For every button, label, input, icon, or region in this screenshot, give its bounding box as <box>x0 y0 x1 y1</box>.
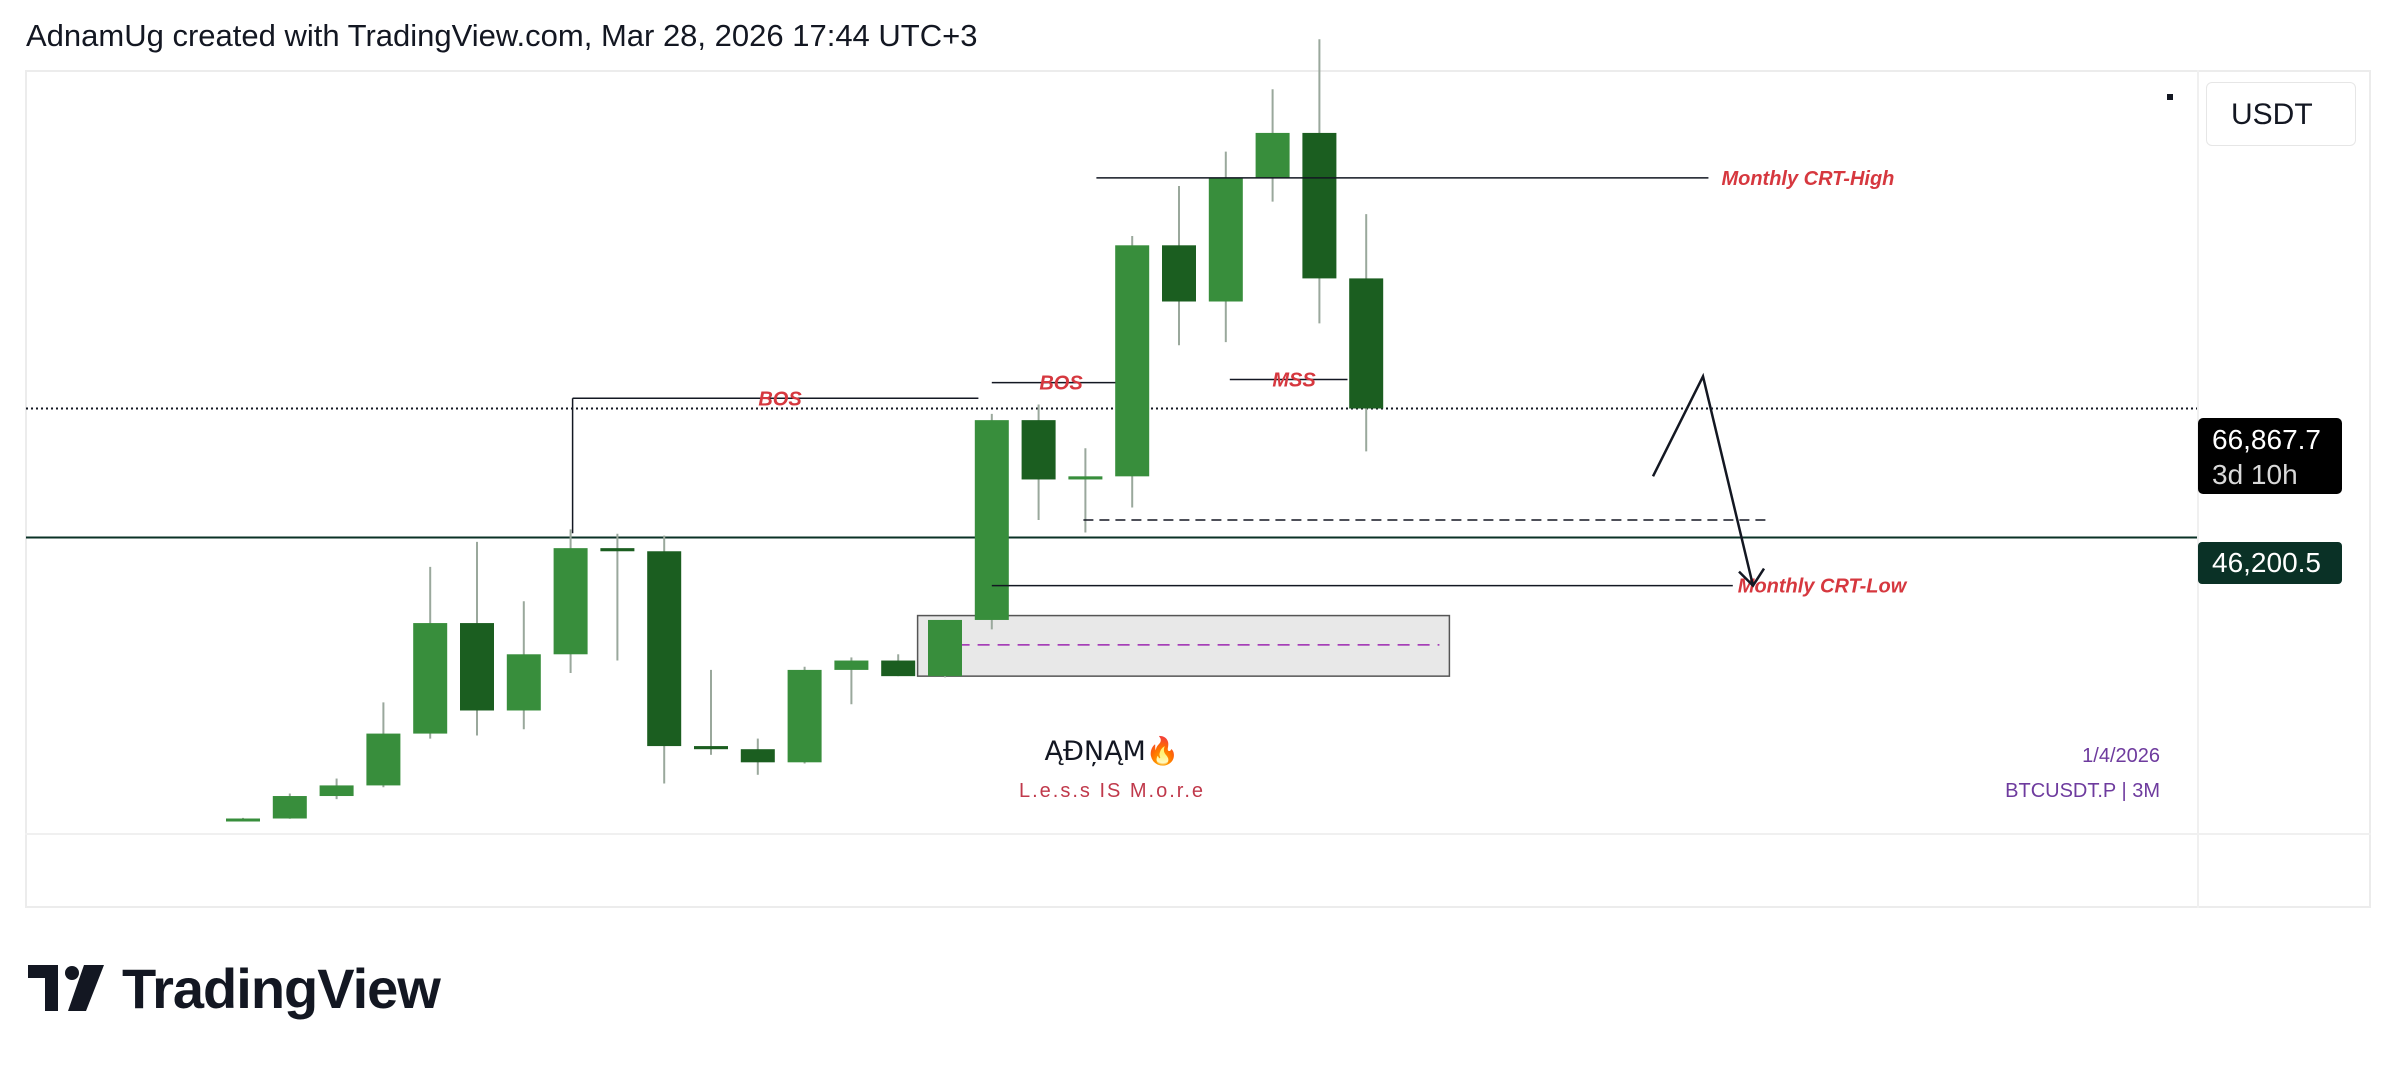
candle-body <box>694 746 728 750</box>
candle-body <box>1068 476 1103 480</box>
candle <box>928 619 962 678</box>
chart-attribution: AdnamUg created with TradingView.com, Ma… <box>26 18 978 53</box>
candle-body <box>740 749 775 763</box>
candle <box>600 533 635 661</box>
candle <box>694 669 728 755</box>
candle-body <box>1349 278 1384 409</box>
candle <box>834 657 869 705</box>
level-price-label: 46,200.5 <box>2198 542 2342 584</box>
candle-body <box>226 818 260 822</box>
candle-body <box>1255 132 1290 178</box>
annotations: Monthly CRT-High Monthly CRT-Low BOS BOS MSS <box>571 168 1908 598</box>
current-price-value: 66,867.7 <box>2212 424 2321 455</box>
bos-2-label: BOS <box>1039 373 1083 395</box>
candle <box>506 601 541 730</box>
current-price-label: 66,867.7 3d 10h <box>2198 418 2342 494</box>
candle-body <box>506 654 541 711</box>
currency-selector[interactable]: USDT <box>2206 82 2356 146</box>
chart-menu-dot[interactable] <box>2167 94 2173 100</box>
candle-body <box>647 551 682 747</box>
candle-body <box>928 619 962 677</box>
projection-arrowhead <box>1738 567 1766 588</box>
bar-countdown: 3d 10h <box>2212 459 2298 490</box>
time-axis-separator <box>25 833 2371 835</box>
tradingview-wordmark: TradingView <box>122 956 441 1020</box>
tradingview-logo-icon <box>28 965 104 1011</box>
candle-body <box>1302 132 1337 279</box>
candle <box>647 535 682 784</box>
candle-body <box>974 420 1009 620</box>
candle <box>740 738 775 775</box>
candle <box>460 541 494 736</box>
candle-body <box>1162 245 1196 302</box>
candles <box>226 39 1384 822</box>
candle <box>319 778 354 800</box>
candle-body <box>460 623 494 711</box>
watermark-symbol: BTCUSDT.P | 3M <box>2005 780 2160 802</box>
watermark-subtitle: L.e.s.s IS M.o.r.e <box>1019 780 1205 802</box>
candle <box>1021 404 1056 521</box>
bos-1-label: BOS <box>758 388 802 410</box>
candle <box>881 654 916 677</box>
chart-frame <box>25 70 2371 908</box>
candle <box>1115 235 1150 508</box>
candle-body <box>1208 177 1243 302</box>
mss-label: MSS <box>1272 370 1316 392</box>
candle-body <box>319 785 354 797</box>
candle-body <box>834 660 869 670</box>
candle <box>1068 448 1103 533</box>
candle <box>1208 151 1243 343</box>
demand-zone <box>916 614 1451 677</box>
candle-body <box>553 548 588 655</box>
crt-high-label: Monthly CRT-High <box>1721 168 1894 190</box>
candle <box>787 666 822 764</box>
watermark-date: 1/4/2026 <box>2082 745 2160 767</box>
candle <box>366 702 401 788</box>
candle <box>974 413 1009 630</box>
candle <box>1162 185 1196 346</box>
watermark-title: ĄĐŅĄM🔥 <box>1045 735 1180 767</box>
tradingview-logo[interactable]: TradingView <box>28 956 441 1020</box>
candle <box>226 817 260 822</box>
watermark: ĄĐŅĄM🔥 L.e.s.s IS M.o.r.e 1/4/2026 BTCUS… <box>1019 735 2160 802</box>
candle <box>413 566 448 739</box>
candle-body <box>787 669 822 763</box>
candle <box>1349 214 1384 452</box>
level-lines <box>26 407 2197 677</box>
projection-arrow <box>1651 372 1755 586</box>
candle-body <box>413 623 448 734</box>
candle <box>1255 89 1290 202</box>
candle-body <box>366 733 401 786</box>
candle-body <box>272 796 307 819</box>
candle-body <box>881 660 916 677</box>
candle-body <box>600 548 635 552</box>
candle <box>553 529 588 674</box>
candle <box>272 793 307 819</box>
candle-body <box>1115 245 1150 477</box>
candle-body <box>1021 420 1056 480</box>
candle <box>1302 39 1337 324</box>
crt-low-label: Monthly CRT-Low <box>1738 576 1908 598</box>
